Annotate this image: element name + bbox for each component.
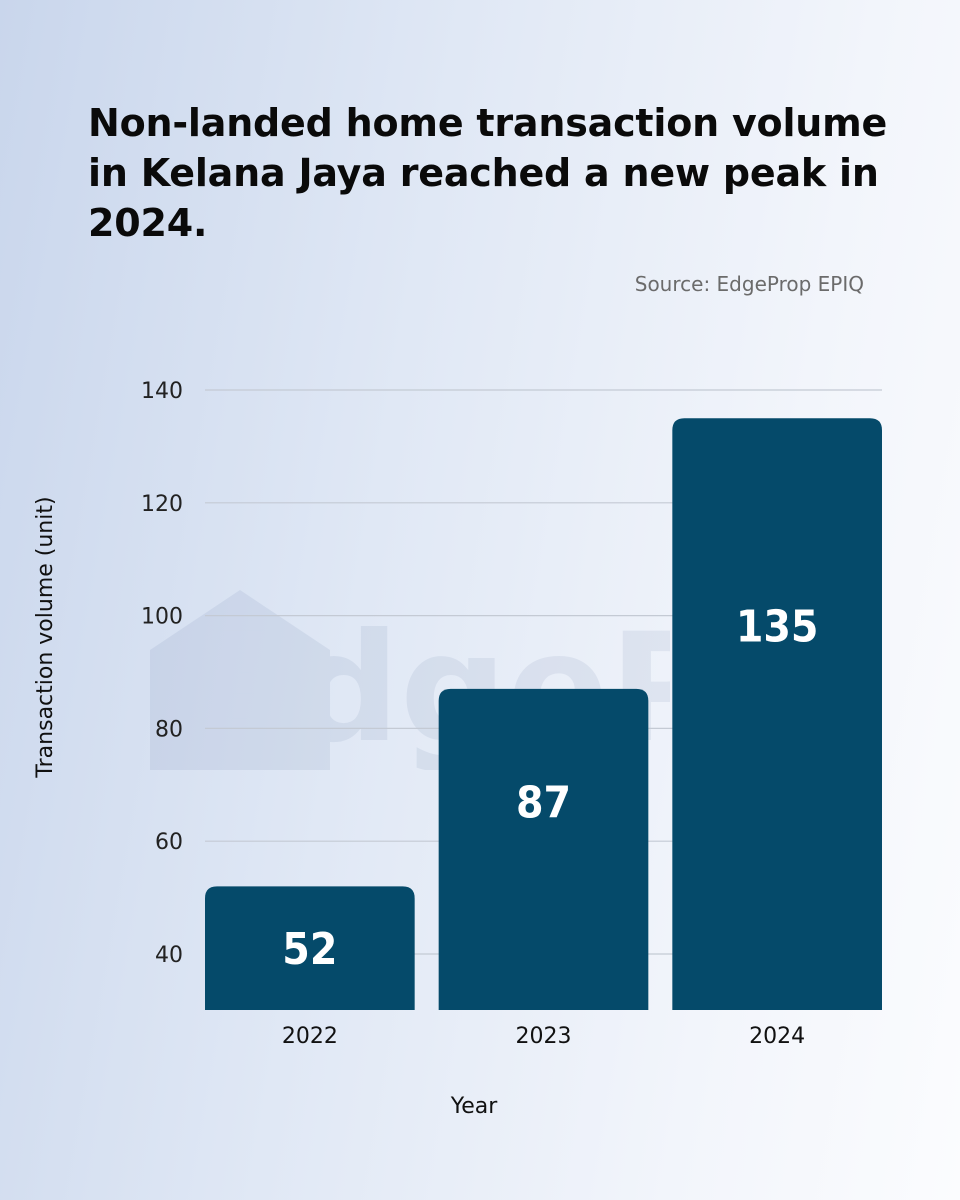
bar-2022 [205, 886, 415, 1010]
bar-value-label: 52 [282, 924, 337, 975]
y-tick-label: 80 [155, 717, 183, 742]
y-tick-label: 120 [141, 492, 183, 517]
x-tick-label: 2024 [749, 1024, 805, 1049]
y-tick-label: 60 [155, 830, 183, 855]
x-tick-label: 2022 [282, 1024, 338, 1049]
x-tick-label: 2023 [516, 1024, 572, 1049]
bar-2023 [438, 688, 649, 1010]
y-tick-label: 100 [141, 605, 183, 630]
bar-value-label: 87 [516, 777, 571, 828]
source-note: Source: EdgeProp EPIQ [634, 272, 864, 296]
y-axis-label: Transaction volume (unit) [33, 496, 58, 778]
bar-value-label: 135 [736, 601, 819, 652]
x-axis-label: Year [450, 1094, 499, 1119]
chart-title: Non-landed home transaction volume in Ke… [88, 101, 888, 245]
y-tick-label: 40 [155, 943, 183, 968]
x-axis-ticks: 2022 2023 2024 [282, 1024, 805, 1049]
bars: 52 87 135 [205, 418, 882, 1010]
y-tick-label: 140 [141, 379, 183, 404]
bar-2024 [672, 418, 882, 1010]
y-axis-ticks: 40 60 80 100 120 140 [141, 379, 183, 968]
